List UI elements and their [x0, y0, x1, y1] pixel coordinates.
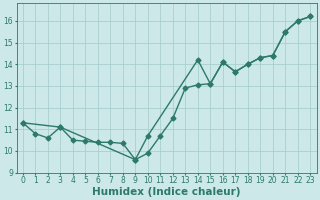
- X-axis label: Humidex (Indice chaleur): Humidex (Indice chaleur): [92, 187, 241, 197]
